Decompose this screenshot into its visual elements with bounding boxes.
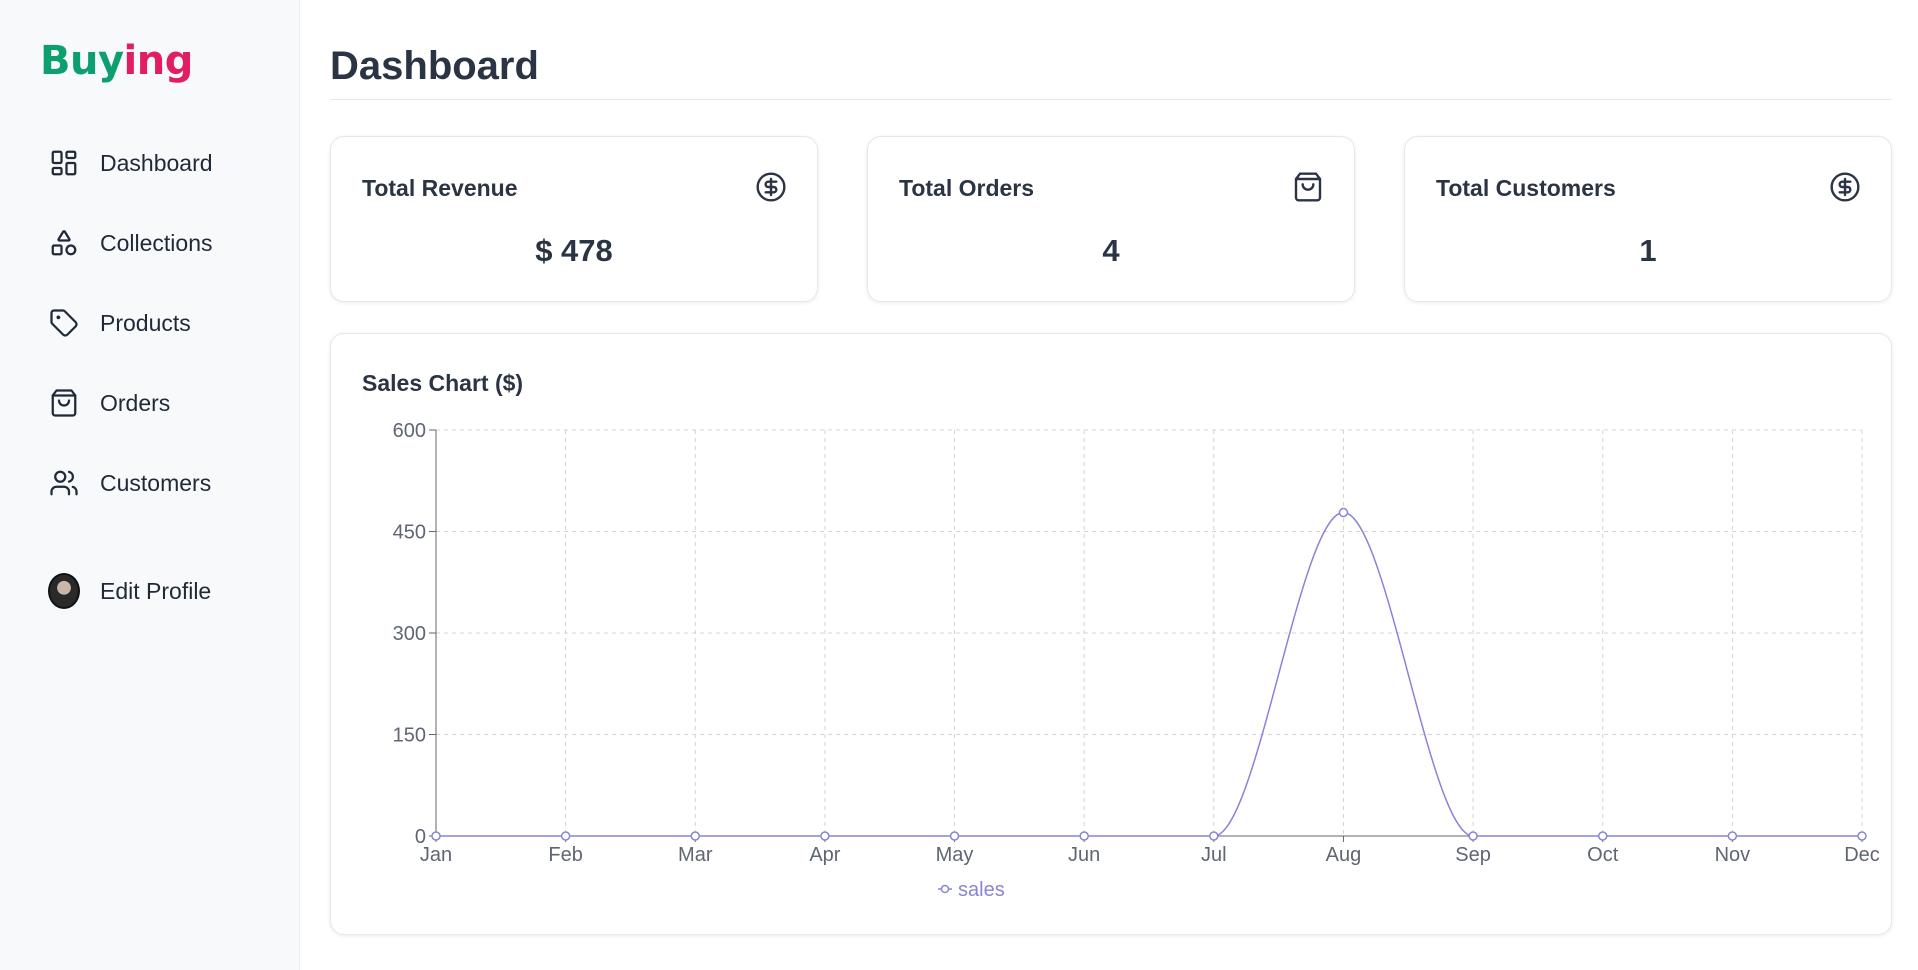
shopping-bag-icon xyxy=(1292,171,1324,203)
sidebar-item-label: Customers xyxy=(100,469,212,496)
shopping-bag-icon xyxy=(48,387,80,419)
main-content: Dashboard Total Revenue $ 478 Total Orde… xyxy=(330,0,1892,970)
sales-data-point xyxy=(560,831,571,841)
logo-part-ing: ing xyxy=(123,38,194,84)
sales-data-point xyxy=(1597,831,1608,841)
x-tick-label: Feb xyxy=(548,844,582,866)
edit-profile-label: Edit Profile xyxy=(100,577,212,604)
x-tick-label: Aug xyxy=(1326,844,1362,866)
sales-data-point xyxy=(1727,831,1738,841)
sidebar-item-collections[interactable]: Collections xyxy=(48,223,213,263)
y-tick-label: 150 xyxy=(393,725,426,747)
sales-series-line xyxy=(436,511,1862,837)
stat-value: 1 xyxy=(1639,233,1657,268)
sidebar: Buying Dashboard Collections Products Or… xyxy=(0,0,300,970)
dollar-circle-icon xyxy=(1829,171,1861,203)
sales-data-point xyxy=(690,831,701,841)
grid-icon xyxy=(48,147,80,179)
sidebar-item-customers[interactable]: Customers xyxy=(48,463,211,503)
x-tick-label: Sep xyxy=(1455,844,1491,866)
sales-data-point xyxy=(1338,507,1349,518)
x-tick-label: Dec xyxy=(1844,844,1880,866)
x-tick-label: Mar xyxy=(678,844,713,866)
sidebar-item-label: Orders xyxy=(100,389,171,416)
sidebar-item-dashboard[interactable]: Dashboard xyxy=(48,143,213,183)
page-title: Dashboard xyxy=(330,44,539,88)
x-tick-label: Jan xyxy=(420,844,452,866)
sidebar-item-products[interactable]: Products xyxy=(48,303,191,343)
x-tick-label: Nov xyxy=(1715,844,1751,866)
sidebar-item-label: Dashboard xyxy=(100,149,213,176)
legend-label: sales xyxy=(958,879,1005,901)
shapes-icon xyxy=(48,227,80,259)
x-tick-label: Jun xyxy=(1068,844,1100,866)
x-tick-label: Oct xyxy=(1587,844,1619,866)
stat-label: Total Orders xyxy=(899,175,1035,201)
sales-data-point xyxy=(820,831,830,841)
total-customers-card: Total Customers 1 xyxy=(1404,136,1892,302)
y-tick-label: 300 xyxy=(393,623,426,645)
x-tick-label: May xyxy=(936,844,974,866)
sidebar-item-orders[interactable]: Orders xyxy=(48,383,170,423)
avatar xyxy=(48,573,80,609)
logo-part-buy: Buy xyxy=(40,38,124,84)
edit-profile-link[interactable]: Edit Profile xyxy=(48,571,211,611)
stat-value: $ 478 xyxy=(535,233,613,268)
sales-data-point xyxy=(949,831,960,841)
dollar-circle-icon xyxy=(755,171,787,203)
sales-chart-card: Sales Chart ($) 0 150 300 450 600 Jan Feb Mar Ap… xyxy=(330,333,1892,935)
legend-point-marker xyxy=(940,884,950,894)
sales-data-point xyxy=(1209,831,1219,841)
title-divider xyxy=(330,99,1892,100)
sidebar-item-label: Collections xyxy=(100,229,213,256)
sales-data-point xyxy=(1468,831,1478,841)
app-logo[interactable]: Buying xyxy=(40,38,193,84)
total-orders-card: Total Orders 4 xyxy=(867,136,1355,302)
sidebar-item-label: Products xyxy=(100,309,191,336)
sales-data-point xyxy=(1857,831,1867,841)
x-tick-label: Jul xyxy=(1201,844,1227,866)
sales-data-point xyxy=(1079,831,1089,841)
y-tick-label: 600 xyxy=(393,420,426,442)
chart-title: Sales Chart ($) xyxy=(362,370,524,396)
stat-value: 4 xyxy=(1102,233,1120,268)
y-tick-label: 0 xyxy=(415,826,426,848)
avatar-image xyxy=(48,573,80,609)
stat-label: Total Revenue xyxy=(362,175,518,201)
x-tick-label: Apr xyxy=(809,844,840,866)
y-tick-label: 450 xyxy=(393,522,426,544)
sales-data-point xyxy=(431,831,441,841)
users-icon xyxy=(48,467,80,499)
sales-chart: 0 150 300 450 600 Jan Feb Mar Apr May Jun Jul Aug Sep… xyxy=(393,420,1880,901)
stat-label: Total Customers xyxy=(1436,175,1616,201)
tag-icon xyxy=(48,307,80,339)
total-revenue-card: Total Revenue $ 478 xyxy=(330,136,818,302)
